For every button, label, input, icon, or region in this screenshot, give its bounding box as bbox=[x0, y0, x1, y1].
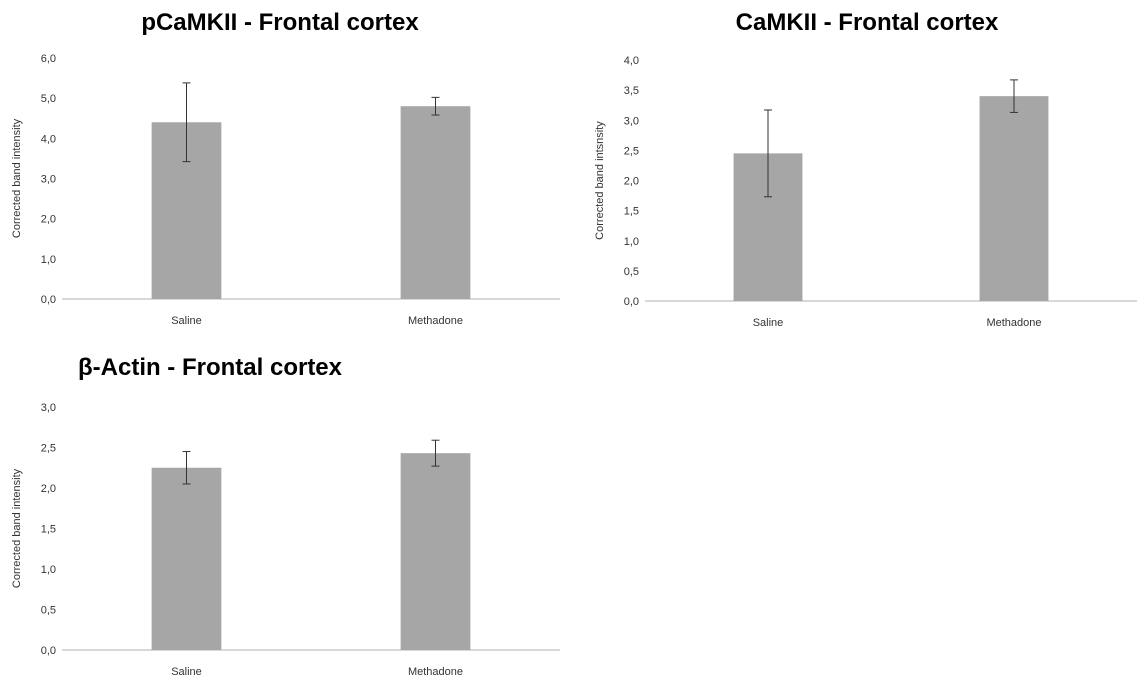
y-axis-label: Corrected band intsnsity bbox=[594, 121, 606, 240]
bar-methadone bbox=[400, 106, 471, 299]
y-tick-label: 2,5 bbox=[41, 443, 56, 455]
y-tick-label: 1,0 bbox=[41, 254, 56, 266]
bar-methadone bbox=[979, 96, 1049, 302]
bar-saline bbox=[151, 467, 222, 650]
y-axis-label: Corrected band intensity bbox=[11, 468, 23, 588]
y-tick-label: 1,0 bbox=[624, 236, 639, 248]
y-axis-label: Corrected band intensity bbox=[11, 118, 23, 238]
x-tick-label-saline: Saline bbox=[753, 317, 784, 329]
x-tick-label-methadone: Methadone bbox=[408, 315, 463, 327]
y-tick-label: 4,0 bbox=[624, 55, 639, 67]
chart-pcamkii: pCaMKII - Frontal cortex Corrected band i… bbox=[0, 0, 560, 340]
chart-beta-actin: β-Actin - Frontal cortex Corrected band i… bbox=[0, 345, 560, 680]
bar-methadone bbox=[400, 453, 471, 650]
x-tick-label-saline: Saline bbox=[171, 666, 202, 678]
y-tick-label: 3,0 bbox=[41, 174, 56, 186]
y-tick-label: 1,5 bbox=[624, 206, 639, 218]
chart-title: CaMKII - Frontal cortex bbox=[736, 9, 999, 36]
y-tick-label: 1,5 bbox=[41, 524, 56, 536]
y-tick-label: 2,5 bbox=[624, 145, 639, 157]
chart-camkii: CaMKII - Frontal cortex Corrected band in… bbox=[585, 0, 1137, 340]
chart-title: β-Actin - Frontal cortex bbox=[78, 354, 343, 381]
x-tick-label-methadone: Methadone bbox=[408, 666, 463, 678]
chart-title: pCaMKII - Frontal cortex bbox=[141, 9, 419, 36]
y-tick-label: 6,0 bbox=[41, 53, 56, 65]
y-tick-label: 5,0 bbox=[41, 93, 56, 105]
y-tick-label: 1,0 bbox=[41, 564, 56, 576]
y-tick-label: 3,5 bbox=[624, 85, 639, 97]
y-tick-label: 0,5 bbox=[624, 266, 639, 278]
y-tick-label: 0,0 bbox=[41, 294, 56, 306]
x-tick-label-saline: Saline bbox=[171, 315, 202, 327]
chart-pcamkii-svg: pCaMKII - Frontal cortex Corrected band i… bbox=[11, 9, 560, 327]
y-tick-label: 2,0 bbox=[624, 176, 639, 188]
y-tick-label: 3,0 bbox=[624, 115, 639, 127]
y-tick-label: 0,5 bbox=[41, 605, 56, 617]
x-tick-label-methadone: Methadone bbox=[986, 317, 1041, 329]
chart-camkii-svg: CaMKII - Frontal cortex Corrected band in… bbox=[594, 9, 1137, 329]
y-tick-label: 3,0 bbox=[41, 402, 56, 414]
y-tick-label: 2,0 bbox=[41, 214, 56, 226]
y-tick-label: 4,0 bbox=[41, 133, 56, 145]
chart-beta-actin-svg: β-Actin - Frontal cortex Corrected band i… bbox=[11, 354, 560, 678]
y-tick-label: 0,0 bbox=[624, 296, 639, 308]
y-tick-label: 2,0 bbox=[41, 483, 56, 495]
y-tick-label: 0,0 bbox=[41, 645, 56, 657]
